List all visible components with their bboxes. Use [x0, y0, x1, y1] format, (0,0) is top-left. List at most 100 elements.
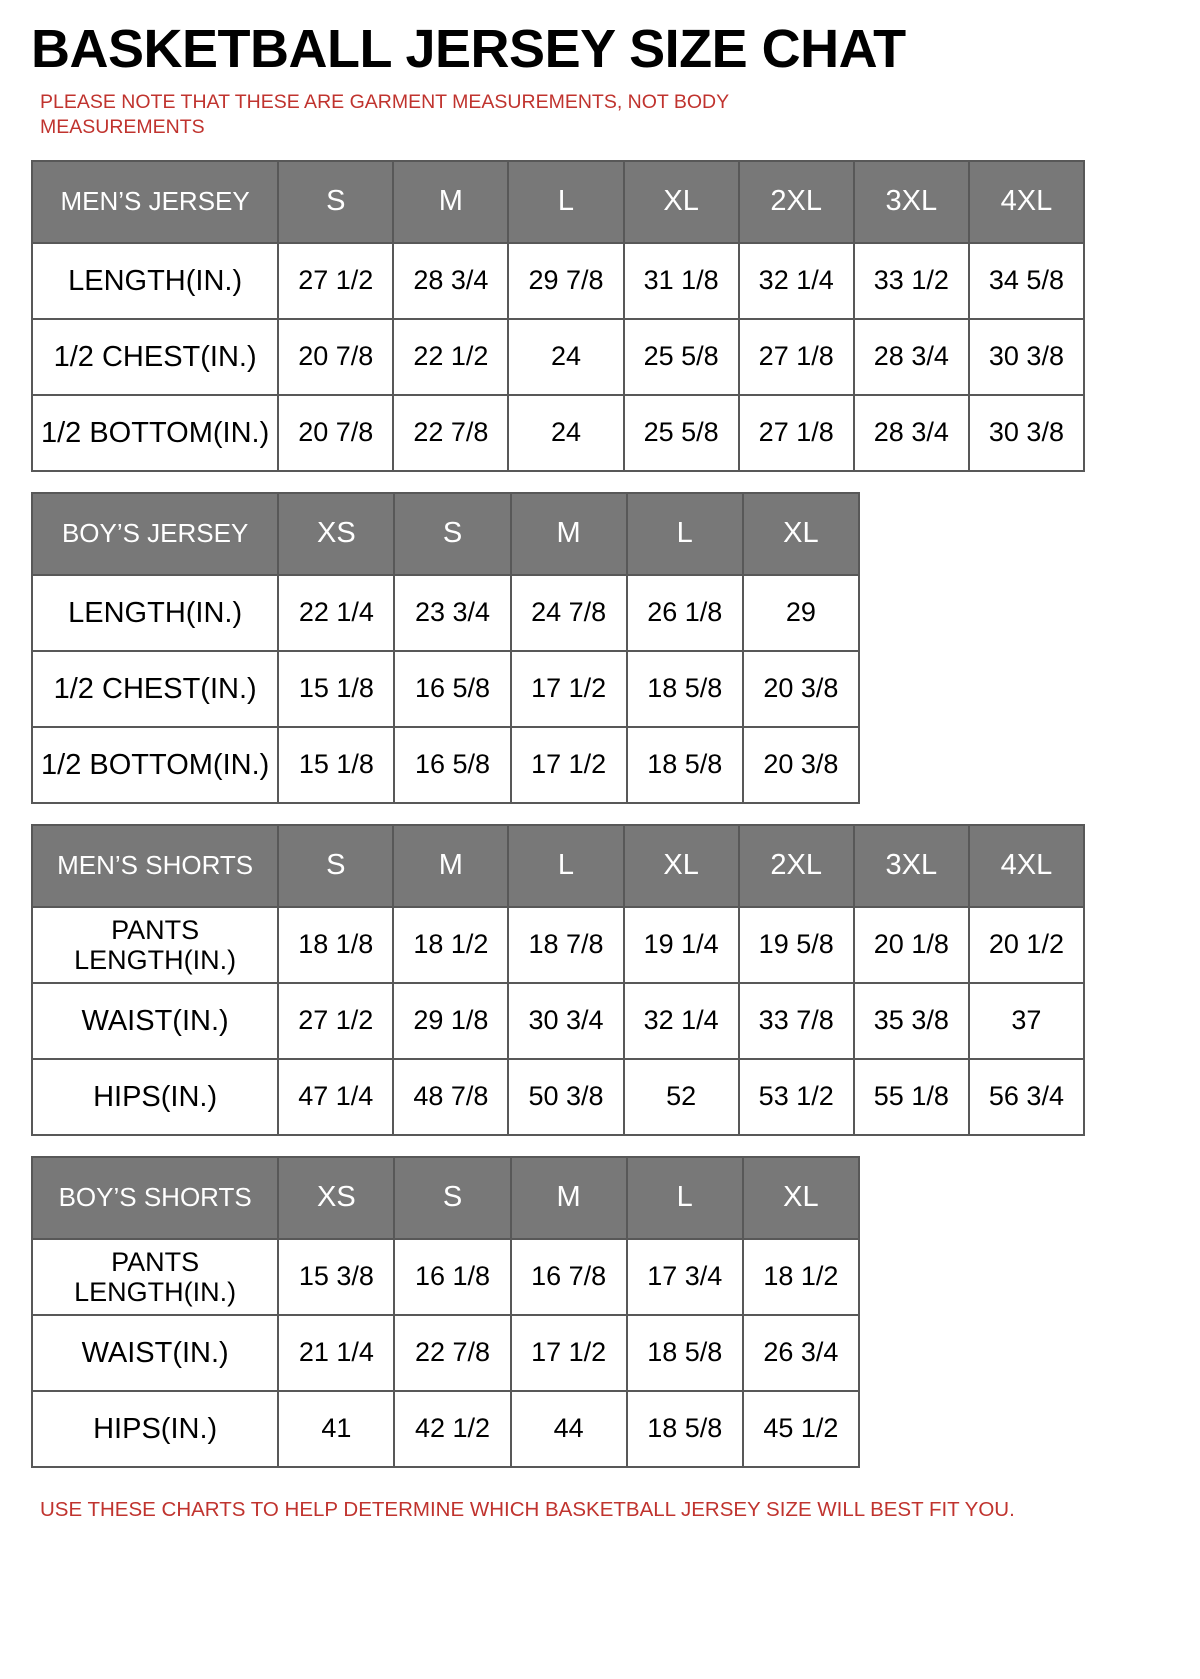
measurement-label-line2: LENGTH(IN.) — [74, 944, 237, 975]
table-corner-label: MEN’S SHORTS — [30, 823, 280, 908]
garment-measurement-note: PLEASE NOTE THAT THESE ARE GARMENT MEASU… — [40, 91, 729, 138]
measurement-label: 1/2 CHEST(IN.) — [30, 317, 280, 396]
measurement-value: 30 3/8 — [967, 393, 1086, 472]
measurement-value: 33 7/8 — [737, 981, 855, 1060]
measurement-value: 17 1/2 — [509, 725, 628, 804]
table-header-row: BOY’S JERSEY XS S M L XL — [30, 491, 861, 576]
size-header-3xl: 3XL — [852, 823, 970, 908]
table-header-row: BOY’S SHORTS XS S M L XL — [30, 1155, 861, 1240]
measurement-value: 19 1/4 — [622, 905, 740, 984]
table-row: HIPS(IN.) 47 1/4 48 7/8 50 3/8 52 53 1/2 55 1/… — [30, 1057, 1086, 1136]
measurement-label: PANTS LENGTH(IN.) — [30, 905, 280, 984]
measurement-label: LENGTH(IN.) — [30, 241, 280, 320]
measurement-value: 34 5/8 — [967, 241, 1086, 320]
measurement-value: 18 7/8 — [507, 905, 625, 984]
size-header-2xl: 2XL — [737, 823, 855, 908]
table-corner-label: MEN’S JERSEY — [30, 159, 280, 244]
measurement-value: 26 3/4 — [741, 1313, 861, 1392]
measurement-value: 22 7/8 — [392, 393, 510, 472]
measurement-value: 20 1/8 — [852, 905, 970, 984]
measurement-value: 53 1/2 — [737, 1057, 855, 1136]
size-header-l: L — [625, 491, 744, 576]
measurement-label: WAIST(IN.) — [30, 1313, 280, 1392]
measurement-value: 29 1/8 — [392, 981, 510, 1060]
measurement-value: 20 3/8 — [741, 725, 861, 804]
table-row: PANTS LENGTH(IN.) 15 3/8 16 1/8 16 7/8 17 3/4… — [30, 1237, 861, 1316]
size-header-s: S — [277, 823, 395, 908]
size-header-xl: XL — [622, 823, 740, 908]
measurement-value: 18 1/2 — [741, 1237, 861, 1316]
measurement-label: HIPS(IN.) — [30, 1057, 280, 1136]
measurement-value: 23 3/4 — [393, 573, 512, 652]
measurement-value: 20 7/8 — [277, 317, 395, 396]
measurement-value: 22 7/8 — [393, 1313, 512, 1392]
measurement-label-line1: PANTS — [111, 914, 200, 945]
size-header-s: S — [393, 1155, 512, 1240]
measurement-label-line1: PANTS — [111, 1246, 200, 1277]
measurement-value: 15 1/8 — [277, 725, 396, 804]
measurement-value: 28 3/4 — [852, 317, 970, 396]
table-header-row: MEN’S JERSEY S M L XL 2XL 3XL 4XL — [30, 159, 1086, 244]
measurement-label: LENGTH(IN.) — [30, 573, 280, 652]
measurement-value: 18 5/8 — [625, 725, 744, 804]
measurement-value: 30 3/4 — [507, 981, 625, 1060]
measurement-value: 29 — [741, 573, 861, 652]
size-header-s: S — [277, 159, 395, 244]
table-row: WAIST(IN.) 27 1/2 29 1/8 30 3/4 32 1/4 33 7/8… — [30, 981, 1086, 1060]
measurement-value: 55 1/8 — [852, 1057, 970, 1136]
measurement-value: 19 5/8 — [737, 905, 855, 984]
footer-note: USE THESE CHARTS TO HELP DETERMINE WHICH… — [40, 1497, 1015, 1521]
table-row: 1/2 BOTTOM(IN.) 20 7/8 22 7/8 24 25 5/8 27 1/… — [30, 393, 1086, 472]
size-header-3xl: 3XL — [852, 159, 970, 244]
measurement-value: 44 — [509, 1389, 628, 1468]
measurement-label-line2: LENGTH(IN.) — [74, 1276, 237, 1307]
size-header-m: M — [509, 1155, 628, 1240]
measurement-value: 16 7/8 — [509, 1237, 628, 1316]
size-header-2xl: 2XL — [737, 159, 855, 244]
measurement-label: HIPS(IN.) — [30, 1389, 280, 1468]
measurement-value: 47 1/4 — [277, 1057, 395, 1136]
size-header-xl: XL — [741, 491, 861, 576]
size-header-m: M — [392, 823, 510, 908]
measurement-value: 27 1/8 — [737, 317, 855, 396]
size-table-mens-jersey: MEN’S JERSEY S M L XL 2XL 3XL 4XL LENGTH(IN.) 27 … — [30, 159, 1086, 472]
measurement-value: 33 1/2 — [852, 241, 970, 320]
size-header-m: M — [509, 491, 628, 576]
measurement-value: 17 3/4 — [625, 1237, 744, 1316]
size-header-l: L — [507, 823, 625, 908]
measurement-value: 22 1/2 — [392, 317, 510, 396]
measurement-value: 27 1/8 — [737, 393, 855, 472]
table-header-row: MEN’S SHORTS S M L XL 2XL 3XL 4XL — [30, 823, 1086, 908]
measurement-value: 27 1/2 — [277, 981, 395, 1060]
measurement-value: 20 7/8 — [277, 393, 395, 472]
measurement-value: 15 1/8 — [277, 649, 396, 728]
table-row: LENGTH(IN.) 27 1/2 28 3/4 29 7/8 31 1/8 32 1/… — [30, 241, 1086, 320]
size-header-4xl: 4XL — [967, 823, 1086, 908]
size-header-xl: XL — [741, 1155, 861, 1240]
measurement-label: 1/2 BOTTOM(IN.) — [30, 725, 280, 804]
table-corner-label: BOY’S SHORTS — [30, 1155, 280, 1240]
measurement-value: 18 5/8 — [625, 1313, 744, 1392]
measurement-value: 16 1/8 — [393, 1237, 512, 1316]
measurement-value: 16 5/8 — [393, 649, 512, 728]
measurement-value: 50 3/8 — [507, 1057, 625, 1136]
measurement-value: 15 3/8 — [277, 1237, 396, 1316]
table-row: PANTS LENGTH(IN.) 18 1/8 18 1/2 18 7/8 19 1/4… — [30, 905, 1086, 984]
measurement-value: 24 7/8 — [509, 573, 628, 652]
size-header-l: L — [507, 159, 625, 244]
measurement-value: 28 3/4 — [852, 393, 970, 472]
measurement-label: 1/2 CHEST(IN.) — [30, 649, 280, 728]
measurement-value: 18 5/8 — [625, 649, 744, 728]
measurement-value: 56 3/4 — [967, 1057, 1086, 1136]
measurement-label: WAIST(IN.) — [30, 981, 280, 1060]
measurement-value: 41 — [277, 1389, 396, 1468]
measurement-value: 29 7/8 — [507, 241, 625, 320]
size-header-l: L — [625, 1155, 744, 1240]
measurement-label: 1/2 BOTTOM(IN.) — [30, 393, 280, 472]
size-header-m: M — [392, 159, 510, 244]
table-corner-label: BOY’S JERSEY — [30, 491, 280, 576]
size-header-xl: XL — [622, 159, 740, 244]
table-row: 1/2 BOTTOM(IN.) 15 1/8 16 5/8 17 1/2 18 5/8 2… — [30, 725, 861, 804]
measurement-value: 17 1/2 — [509, 1313, 628, 1392]
